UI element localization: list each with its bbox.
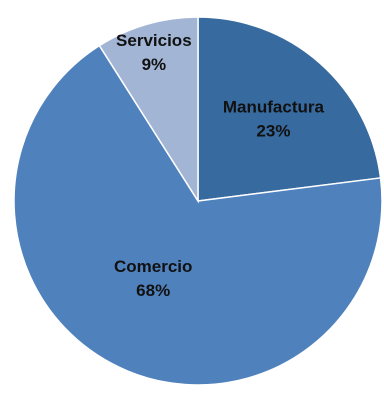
slice-value-label-comercio: 68% — [136, 281, 170, 300]
slice-label-servicios: Servicios — [116, 31, 192, 50]
slice-value-label-servicios: 9% — [142, 55, 167, 74]
pie-slices — [13, 16, 383, 386]
pie-slice-servicios — [98, 16, 199, 204]
slice-label-comercio: Comercio — [114, 257, 192, 276]
slice-label-manufactura: Manufactura — [223, 97, 325, 116]
pie-labels: Manufactura 23% Comercio 68% Servicios 9% — [114, 31, 325, 300]
slice-value-label-manufactura: 23% — [256, 121, 290, 140]
pie-slice-comercio — [13, 44, 383, 386]
pie-slice-manufactura — [197, 16, 382, 202]
